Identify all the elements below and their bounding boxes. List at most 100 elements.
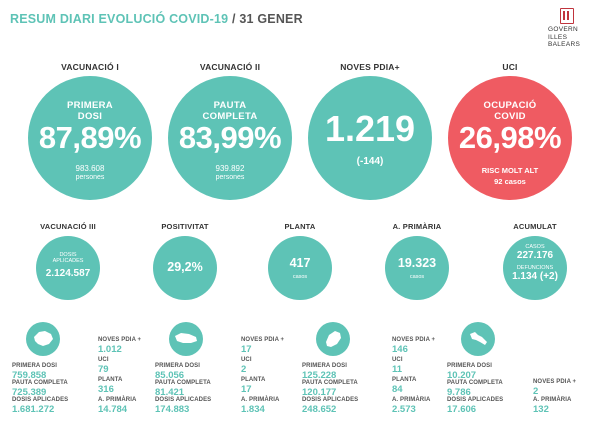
planta-cap: casos [292,274,308,280]
menorca-icon [169,322,203,356]
mallorca-uci-label: UCI [98,357,109,363]
planta-heading: PLANTA [284,222,316,231]
mallorca-pauta-value: 725.389 [12,387,47,398]
acumulat-cap-2: DEFUNCIONS [516,265,554,271]
aprimaria-circle: 19.323 casos [385,236,449,300]
mallorca-pauta-label: PAUTA COMPLETA [12,380,68,386]
uci-label-line2: COVID [494,111,526,122]
title-date: 31 GENER [239,12,303,26]
vacunacio-2-count: 939.892 [215,164,245,173]
formentera-dosis-value: 17.606 [447,404,477,415]
menorca-pauta-label: PAUTA COMPLETA [155,380,211,386]
vacunacio-1-unit: persones [75,174,105,181]
planta-value: 417 [289,256,311,270]
menorca-ap-value: 1.834 [241,404,265,415]
menorca-planta-label: PLANTA [241,377,266,383]
mallorca-noves-label: NOVES PDIA + [98,337,142,343]
vacunacio-1-panel: VACUNACIÓ I PRIMERA DOSI 87,89% 983.608 … [25,62,155,200]
uci-heading: UCI [502,62,518,72]
menorca-primera-label: PRIMERA DOSI [155,363,200,369]
menorca-planta-value: 17 [241,384,252,395]
eivissa-planta-label: PLANTA [392,377,417,383]
eivissa-icon [316,322,350,356]
formentera-icon [461,322,495,356]
eivissa-ap-label: A. PRIMÀRIA [392,397,431,403]
vacunacio-3-cap-1: DOSIS [59,252,77,258]
uci-percent: 26,98% [458,120,562,155]
vacunacio-1-percent: 87,89% [38,120,142,155]
menorca-ap-label: A. PRIMÀRIA [241,397,280,403]
menorca-noves-label: NOVES PDIA + [241,337,285,343]
vacunacio-1-label-line1: PRIMERA [67,100,113,111]
aprimaria-cap: casos [409,274,425,280]
planta-panel: PLANTA 417 casos [250,222,350,300]
positivitat-circle: 29,2% [153,236,217,300]
aprimaria-panel: A. PRIMÀRIA 19.323 casos [367,222,467,300]
eivissa-dosis-label: DOSIS APLICADES [302,397,359,403]
menorca-dosis-label: DOSIS APLICADES [155,397,212,403]
eivissa-uci-value: 11 [392,364,403,375]
menorca-noves-value: 17 [241,344,252,355]
acumulat-value-2: 1.134 (+2) [512,271,558,282]
vacunacio-3-heading: VACUNACIÓ III [40,222,96,231]
vacunacio-2-circle: PAUTA COMPLETA 83,99% 939.892 persones [168,76,292,200]
mallorca-ap-value: 14.784 [98,404,128,415]
vacunacio-1-label-line2: DOSI [77,111,103,122]
vacunacio-1-label: PRIMERA DOSI [28,100,152,122]
mallorca-primera-label: PRIMERA DOSI [12,363,57,369]
title-main: RESUM DIARI EVOLUCIÓ COVID-19 [10,12,229,26]
vacunacio-2-percent: 83,99% [178,120,282,155]
positivitat-value: 29,2% [167,260,203,274]
mallorca-uci-value: 79 [98,364,109,375]
govern-logo: GOVERN ILLES BALEARS [548,8,596,49]
formentera-ap-label: A. PRIMÀRIA [533,397,572,403]
vacunacio-3-circle: DOSIS APLICADES 2.124.587 [36,236,100,300]
mallorca-dosis-label: DOSIS APLICADES [12,397,69,403]
vacunacio-3-cap-2: APLICADES [52,258,84,264]
formentera-dosis-label: DOSIS APLICADES [447,397,504,403]
noves-value: 1.219 [324,108,416,149]
menorca-pauta-value: 81.421 [155,387,185,398]
eivissa-pauta-label: PAUTA COMPLETA [302,380,358,386]
menorca-uci-label: UCI [241,357,252,363]
formentera-pauta-value: 9.786 [447,387,471,398]
formentera-noves-value: 2 [533,386,539,397]
title-separator: / [232,12,236,26]
menorca-uci-value: 2 [241,364,247,375]
formentera-noves-label: NOVES PDIA + [533,379,577,385]
vacunacio-1-circle: PRIMERA DOSI 87,89% 983.608 persones [28,76,152,200]
logo-line-2: ILLES [548,33,568,41]
noves-heading: NOVES PDIA+ [340,62,400,72]
island-block-formentera: PRIMERA DOSI 10.207 PAUTA COMPLETA 9.786… [447,322,587,422]
vacunacio-1-count: 983.608 [75,164,105,173]
eivissa-noves-value: 146 [392,344,408,355]
vacunacio-1-heading: VACUNACIÓ I [61,62,119,72]
acumulat-circle: CASOS 227.176 DEFUNCIONS 1.134 (+2) [503,236,567,300]
noves-circle: 1.219 (-144) [308,76,432,200]
uci-cases: 92 casos [494,177,526,186]
island-block-mallorca: PRIMERA DOSI 759.858 PAUTA COMPLETA 725.… [12,322,152,422]
eivissa-primera-label: PRIMERA DOSI [302,363,347,369]
eivissa-uci-label: UCI [392,357,403,363]
eivissa-noves-label: NOVES PDIA + [392,337,436,343]
vacunacio-2-panel: VACUNACIÓ II PAUTA COMPLETA 83,99% 939.8… [165,62,295,200]
mallorca-icon [26,322,60,356]
uci-label: OCUPACIÓ COVID [448,100,572,122]
eivissa-dosis-value: 248.652 [302,404,337,415]
uci-risk: RISC MOLT ALT [481,166,539,175]
uci-label-line1: OCUPACIÓ [483,100,537,111]
page-title: RESUM DIARI EVOLUCIÓ COVID-19 / 31 GENER [10,12,303,26]
menorca-primera-value: 85.056 [155,370,185,381]
mallorca-planta-value: 316 [98,384,114,395]
mallorca-noves-value: 1.012 [98,344,122,355]
island-block-eivissa: PRIMERA DOSI 125.228 PAUTA COMPLETA 120.… [302,322,442,422]
menorca-dosis-value: 174.883 [155,404,190,415]
aprimaria-value: 19.323 [397,256,437,270]
acumulat-panel: ACUMULAT CASOS 227.176 DEFUNCIONS 1.134 … [485,222,585,300]
noves-panel: NOVES PDIA+ 1.219 (-144) [305,62,435,200]
mallorca-planta-label: PLANTA [98,377,123,383]
formentera-ap-value: 132 [533,404,549,415]
acumulat-value-1: 227.176 [516,250,554,261]
vacunacio-2-label: PAUTA COMPLETA [168,100,292,122]
planta-circle: 417 casos [268,236,332,300]
